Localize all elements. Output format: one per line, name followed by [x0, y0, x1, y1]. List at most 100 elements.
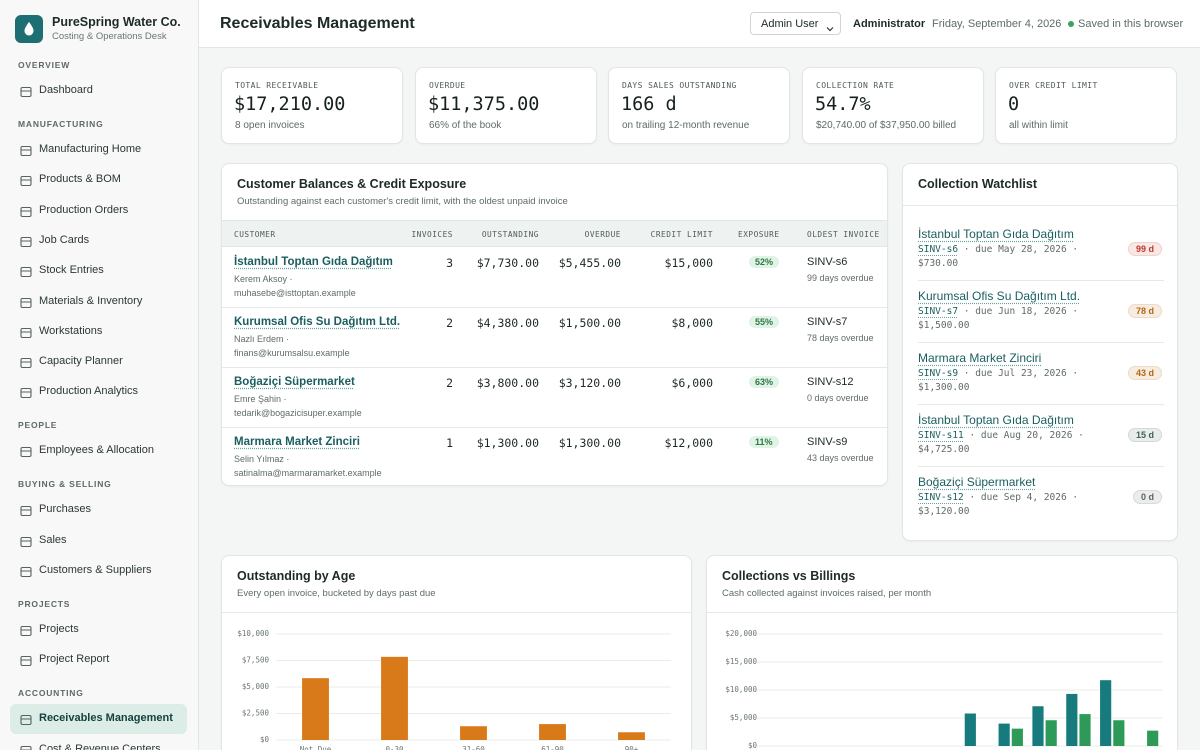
status-dot	[1068, 21, 1074, 27]
nav-item[interactable]: Purchases	[10, 495, 187, 525]
icon-glyph	[20, 388, 32, 399]
cell-overdue: $1,300.00	[558, 436, 621, 450]
nav-label: Customers & Suppliers	[39, 564, 152, 576]
nav-item[interactable]: Products & BOM	[10, 165, 187, 195]
customer-link[interactable]: Boğaziçi Süpermarket	[234, 376, 355, 388]
nav-item[interactable]: Job Cards	[10, 226, 187, 256]
bar	[1066, 693, 1078, 746]
nav-item[interactable]: Project Report	[10, 645, 187, 675]
x-tick-label: 61-90	[541, 745, 564, 750]
invoice-link[interactable]: SINV-s11	[918, 430, 964, 441]
customer-link[interactable]: Marmara Market Zinciri	[234, 436, 360, 448]
nav-icon	[20, 356, 32, 369]
brand-name: PureSpring Water Co.	[52, 15, 181, 29]
x-tick-label: 0-30	[385, 745, 404, 750]
kpi-note: all within limit	[1009, 120, 1068, 131]
kpi-label: COLLECTION RATE	[816, 81, 895, 90]
nav-icon	[20, 744, 32, 750]
exposure-badge: 55%	[749, 316, 780, 328]
nav-item[interactable]: Production Orders	[10, 196, 187, 226]
nav-icon	[20, 386, 32, 399]
days-badge: 15 d	[1127, 428, 1162, 442]
nav-icon	[20, 265, 32, 278]
x-tick-label: 31-60	[462, 745, 485, 750]
kpi-value: 0	[1008, 94, 1020, 115]
kpi-card: TOTAL RECEIVABLE $17,210.00 8 open invoice…	[221, 67, 403, 144]
nav-item[interactable]: Workstations	[10, 317, 187, 347]
nav-icon	[20, 504, 32, 517]
cell-outstanding: $4,380.00	[476, 316, 539, 330]
invoice-link[interactable]: SINV-s6	[918, 244, 959, 255]
kpi-note: 8 open invoices	[235, 120, 305, 131]
due-detail: · due Aug 20, 2026 · $4,725.00	[918, 430, 1084, 455]
due-detail: · due Jun 18, 2026 · $1,500.00	[918, 306, 1079, 331]
nav-item[interactable]: Production Analytics	[10, 377, 187, 407]
nav-item[interactable]: Sales	[10, 526, 187, 556]
nav-icon	[20, 205, 32, 217]
nav-label: Materials & Inventory	[39, 294, 143, 307]
nav-section-title: MANUFACTURING	[18, 119, 104, 129]
card-subtitle: Outstanding against each customer's cred…	[237, 196, 568, 207]
nav-section-title: OVERVIEW	[18, 60, 71, 70]
user-select[interactable]: Admin User	[750, 12, 841, 35]
bar	[618, 732, 645, 740]
kpi-label: TOTAL RECEIVABLE	[235, 81, 319, 90]
nav-icon	[20, 85, 32, 98]
invoice-link[interactable]: SINV-s7	[918, 306, 959, 317]
watch-customer[interactable]: Marmara Market Zinciri	[918, 351, 1042, 365]
nav-section-title: PROJECTS	[18, 599, 71, 609]
y-tick-label: $10,000	[725, 685, 757, 694]
bar	[1079, 714, 1091, 746]
nav-item[interactable]: Materials & Inventory	[10, 287, 187, 317]
kpi-value: 54.7%	[815, 94, 871, 115]
y-tick-label: $2,500	[242, 709, 270, 718]
nav-item[interactable]: Customers & Suppliers	[10, 556, 187, 586]
bar	[381, 656, 408, 740]
due-detail: · due Sep 4, 2026 · $3,120.00	[918, 492, 1079, 517]
days-badge: 78 d	[1127, 304, 1162, 318]
cell-invoices: 1	[446, 436, 453, 450]
exposure-badge: 52%	[749, 256, 780, 268]
nav-item[interactable]: Stock Entries	[10, 256, 187, 286]
nav-item[interactable]: Projects	[10, 615, 187, 645]
column-header: OVERDUE	[584, 230, 621, 239]
nav-label: Dashboard	[39, 84, 93, 96]
oldest-invoice: SINV-s9	[807, 436, 848, 448]
icon-glyph	[20, 447, 32, 458]
bar	[302, 678, 329, 740]
y-tick-label: $0	[260, 735, 270, 744]
customer-link[interactable]: İstanbul Toptan Gıda Dağıtım	[234, 256, 393, 268]
watch-customer[interactable]: Kurumsal Ofis Su Dağıtım Ltd.	[918, 289, 1081, 303]
icon-glyph	[20, 715, 32, 726]
card-title: Collection Watchlist	[918, 177, 1037, 191]
invoice-link[interactable]: SINV-s12	[918, 492, 964, 503]
oldest-note: 43 days overdue	[807, 453, 874, 463]
invoice-link[interactable]: SINV-s9	[918, 368, 959, 379]
cell-overdue: $5,455.00	[558, 256, 621, 270]
watch-customer[interactable]: İstanbul Toptan Gıda Dağıtım	[918, 413, 1074, 427]
nav-item[interactable]: Manufacturing Home	[10, 135, 187, 165]
customer-link[interactable]: Kurumsal Ofis Su Dağıtım Ltd.	[234, 316, 401, 328]
cell-invoices: 2	[446, 316, 453, 330]
nav-item[interactable]: Capacity Planner	[10, 347, 187, 377]
current-date: Friday, September 4, 2026	[932, 18, 1062, 30]
icon-glyph	[20, 236, 32, 247]
chart-card: Collections vs Billings Cash collected ag…	[706, 555, 1178, 750]
nav-item[interactable]: Receivables Management	[10, 704, 187, 735]
nav-label: Manufacturing Home	[39, 143, 142, 155]
nav-item[interactable]: Cost & Revenue Centers	[10, 735, 187, 750]
watch-customer[interactable]: İstanbul Toptan Gıda Dağıtım	[918, 227, 1074, 241]
chart-subtitle: Every open invoice, bucketed by days pas…	[237, 588, 436, 599]
nav-section-title: ACCOUNTING	[18, 688, 84, 699]
nav-label: Workstations	[39, 324, 103, 337]
row-divider	[222, 427, 887, 428]
nav-item[interactable]: Employees & Allocation	[10, 436, 187, 466]
column-header: CUSTOMER	[234, 230, 276, 239]
logo-drop	[24, 22, 34, 36]
icon-glyph	[20, 206, 32, 217]
kpi-card: DAYS SALES OUTSTANDING 166 d on trailing 1…	[608, 67, 790, 144]
user-select-value: Admin User	[761, 18, 819, 30]
top-bar: Receivables Management Admin User Administ…	[199, 0, 1200, 48]
nav-item[interactable]: Dashboard	[10, 76, 187, 106]
watch-customer[interactable]: Boğaziçi Süpermarket	[918, 475, 1036, 489]
